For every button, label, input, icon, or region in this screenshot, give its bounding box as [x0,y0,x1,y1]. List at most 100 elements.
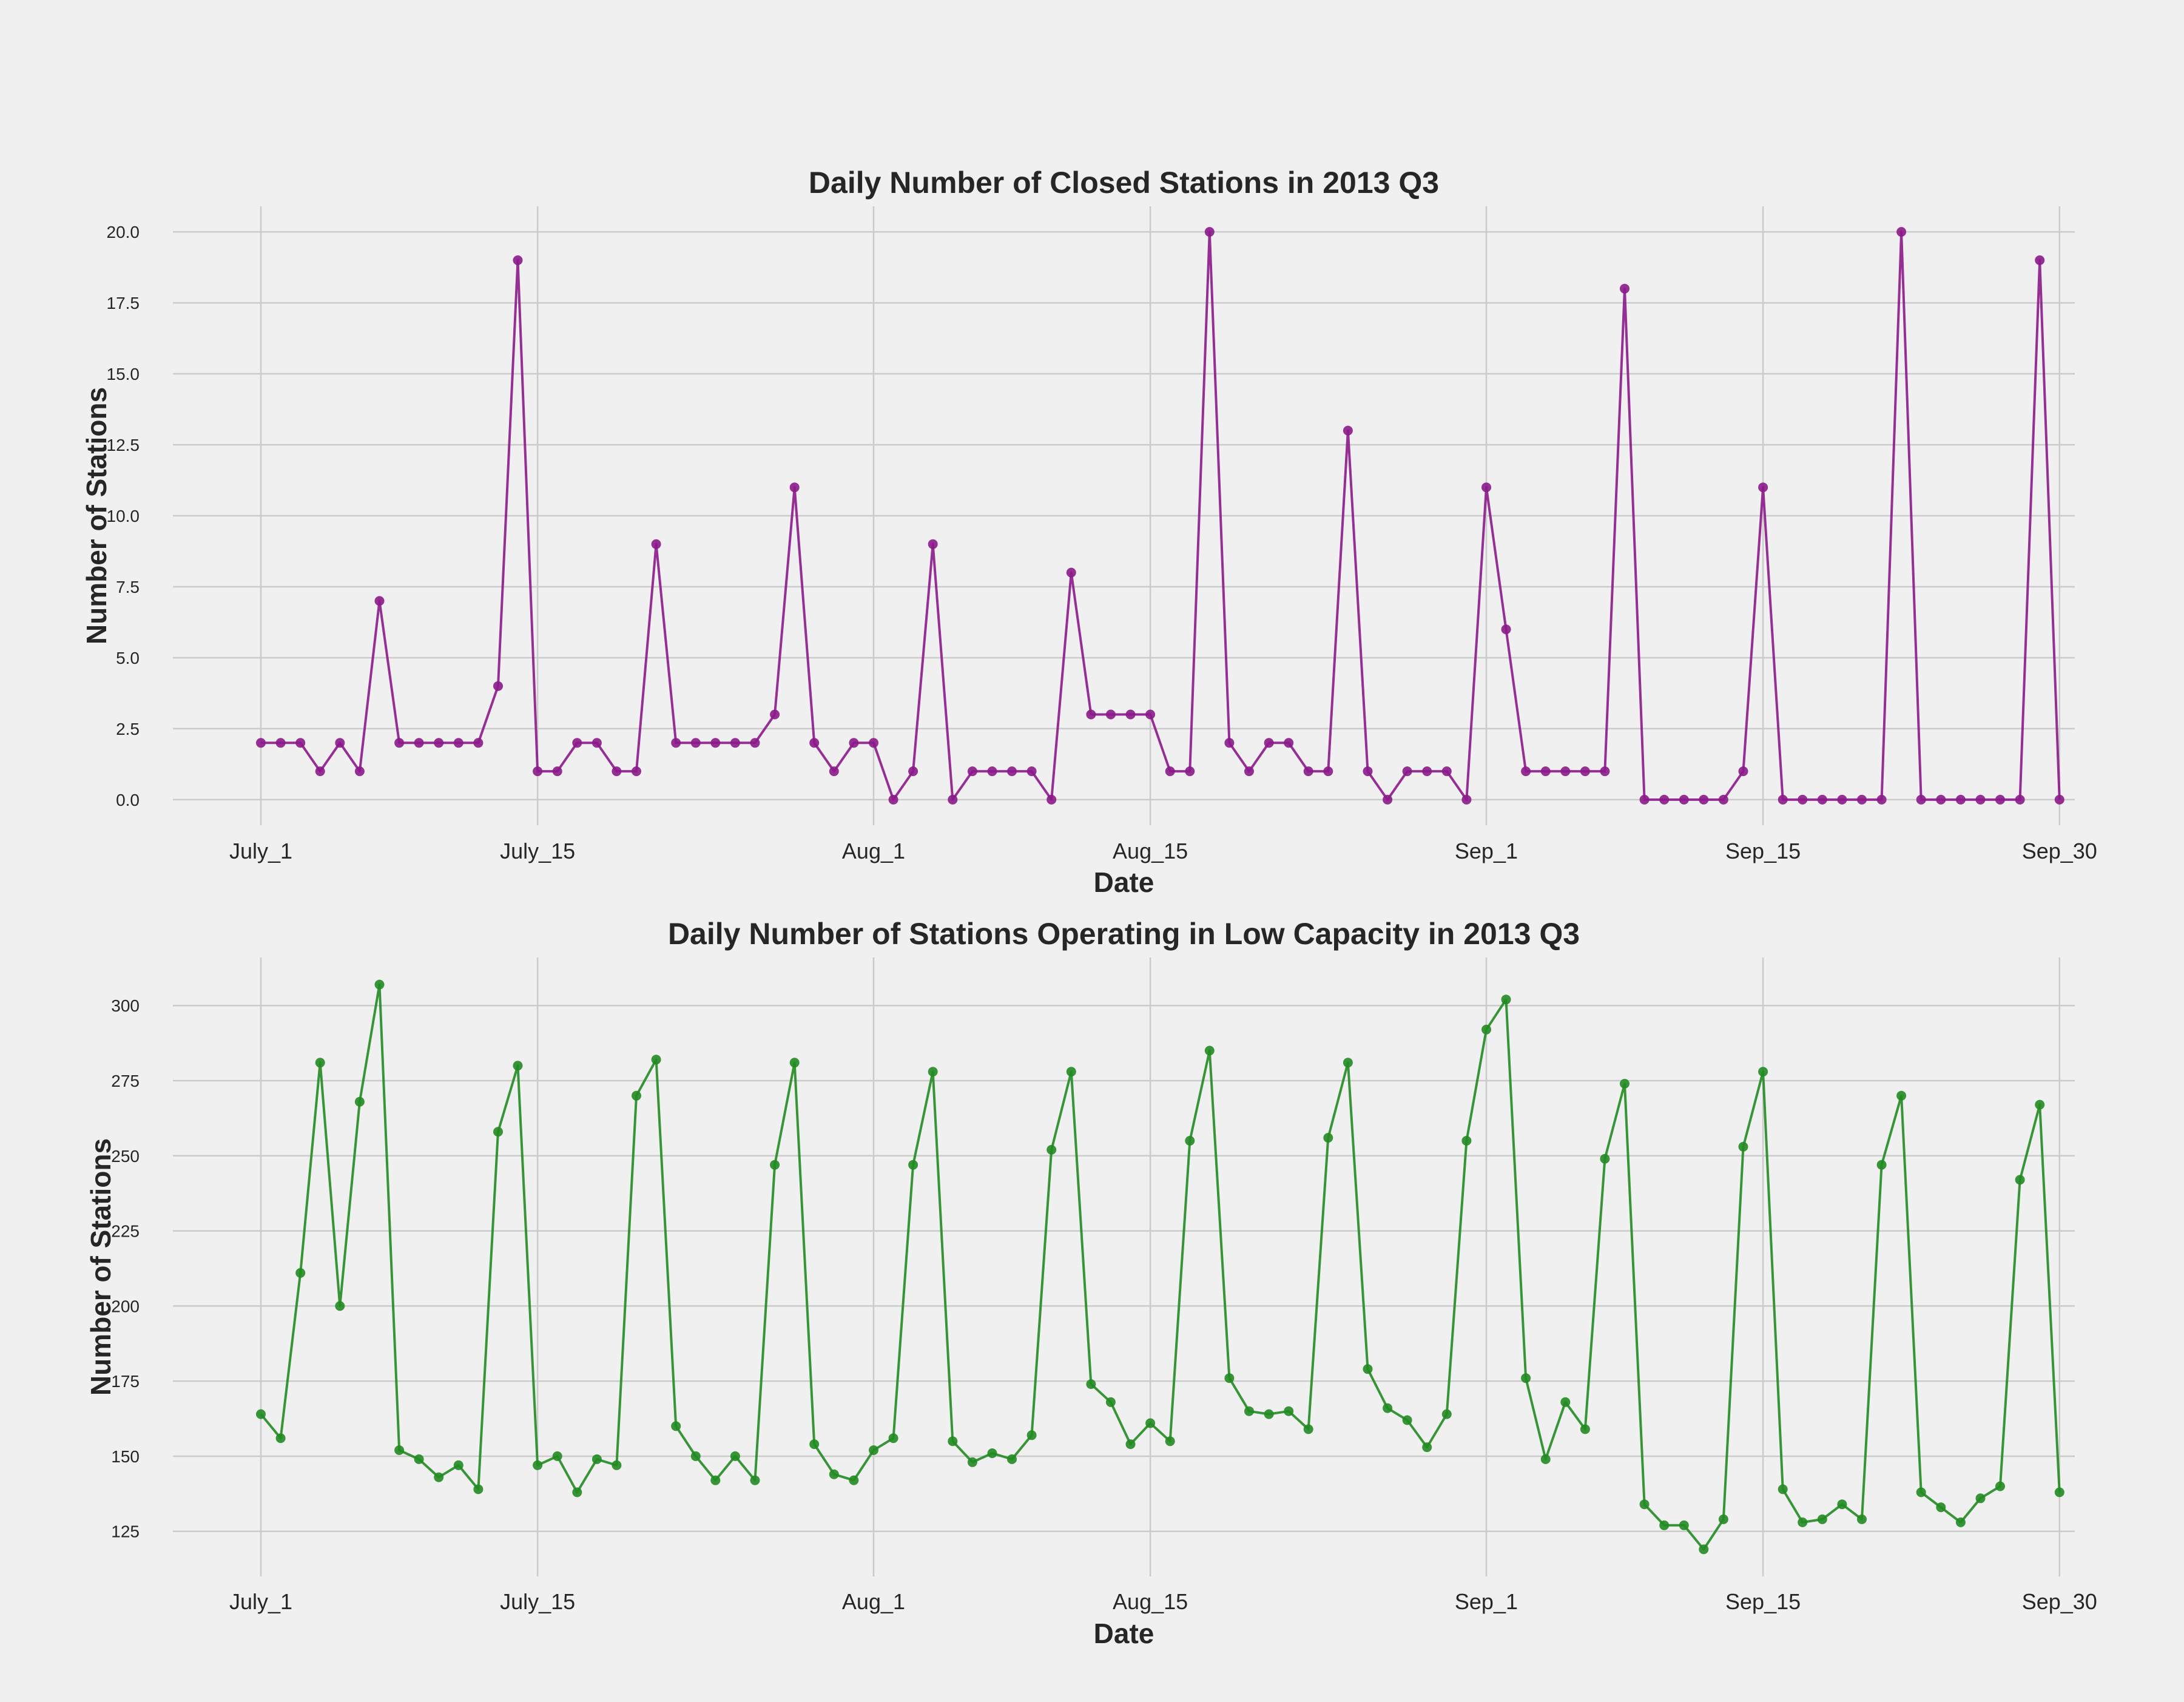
data-point [1639,794,1650,805]
data-point [1224,738,1235,748]
data-point [295,1268,306,1278]
data-point [1284,1406,1294,1416]
data-point [1383,794,1393,805]
data-point [394,738,405,748]
series-line [261,231,2061,801]
y-tick-label: 5.0 [116,649,140,667]
data-point [1086,709,1096,720]
data-point [1086,1379,1096,1390]
data-point [1837,794,1847,805]
x-tick-label: Aug_15 [1113,839,1188,863]
data-point [730,738,740,748]
data-point [1540,766,1551,777]
data-point [1441,766,1452,777]
x-axis-label: Date [1094,1618,1154,1649]
y-axis-label: Number of Stations [81,387,112,644]
data-point [1718,1514,1728,1524]
data-point [1125,709,1136,720]
data-point [2015,1175,2025,1185]
data-point [256,738,266,748]
data-point [1204,1045,1215,1056]
data-point [493,681,503,691]
y-tick-label: 0.0 [116,791,140,809]
data-point [315,1058,325,1068]
data-point [967,1457,977,1467]
y-tick-label: 12.5 [107,436,140,454]
data-point [572,738,582,748]
data-point [710,1475,721,1485]
data-point [1560,1397,1571,1407]
data-point [1936,1502,1946,1513]
data-point [710,738,721,748]
data-point [869,738,878,748]
data-point [671,738,681,748]
data-point [1165,1436,1175,1447]
data-point [1798,794,1808,805]
data-point [1501,624,1511,635]
x-tick-label: Aug_15 [1113,1589,1188,1614]
x-tick-label: July_15 [500,1589,575,1614]
data-point [612,1460,622,1470]
data-point [275,1433,286,1444]
data-point [1323,766,1333,777]
data-point [1066,567,1076,578]
data-point [533,1460,543,1470]
data-point [671,1421,681,1431]
data-point [1303,1424,1313,1434]
data-point [1026,1430,1037,1440]
data-point [354,766,365,777]
y-tick-label: 300 [111,996,140,1015]
data-point [453,1460,463,1470]
y-tick-label: 200 [111,1297,140,1315]
data-point [789,1058,800,1068]
y-tick-label: 225 [111,1222,140,1241]
data-point [1224,1373,1235,1383]
data-point [1521,766,1531,777]
data-point [849,738,859,748]
data-point [1876,1160,1887,1170]
data-point [612,766,622,777]
data-point [374,596,385,606]
data-point [730,1451,740,1461]
low-capacity-stations-chart: 125 150 175 200 225 250 275 300 July_1 July_15 Aug… [85,917,2097,1649]
data-point [1955,1517,1966,1527]
data-point [1026,766,1037,777]
data-point [2035,255,2045,265]
data-point [1659,1520,1670,1530]
data-point [1481,482,1491,493]
data-point [1066,1067,1076,1077]
data-point [1639,1499,1650,1510]
data-point [1422,766,1432,777]
data-point [1383,1403,1393,1413]
data-point [1699,794,1709,805]
data-point [1995,1481,2005,1491]
data-point [1600,766,1610,777]
data-point [552,1451,562,1461]
data-point [770,709,780,720]
x-tick-label: Sep_1 [1455,1589,1518,1614]
data-point [690,738,701,748]
data-point [1046,1144,1057,1155]
data-point [1738,766,1748,777]
data-point [948,794,958,805]
data-point [513,1061,523,1071]
data-point [888,794,898,805]
data-point [394,1445,405,1455]
data-point [948,1436,958,1447]
data-point [888,1433,898,1444]
data-point [1659,794,1670,805]
x-tick-label: July_1 [229,1589,292,1614]
y-tick-label: 17.5 [107,294,140,312]
y-tick-label: 150 [111,1447,140,1466]
data-point [651,539,661,549]
data-point [829,766,839,777]
data-point [1185,766,1195,777]
data-point [967,766,977,777]
data-point [256,1409,266,1419]
data-point [1185,1136,1195,1146]
closed-stations-chart: 0.0 2.5 5.0 7.5 10.0 12.5 15.0 17.5 20.0 July_1 Ju… [81,166,2097,898]
data-point [1521,1373,1531,1383]
data-point [473,1484,484,1494]
